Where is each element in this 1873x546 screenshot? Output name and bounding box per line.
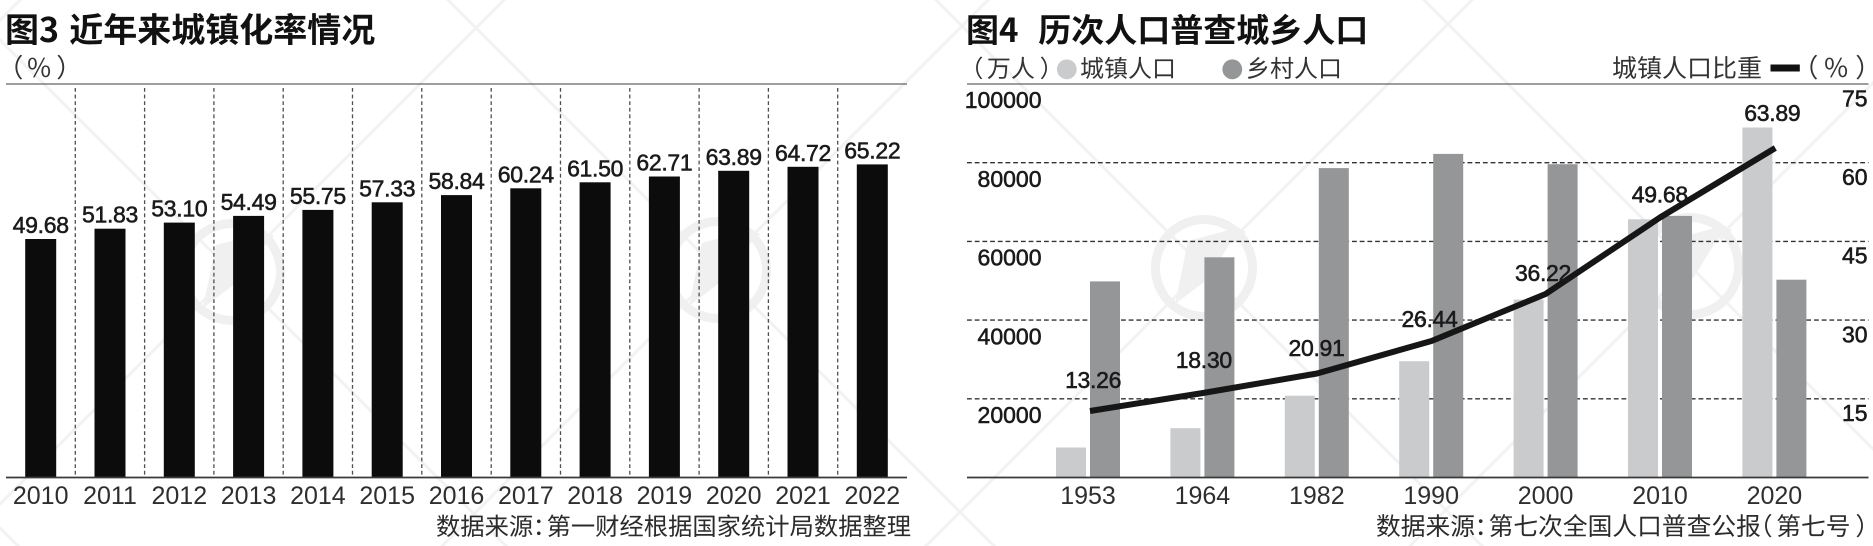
svg-text:60000: 60000	[978, 245, 1042, 271]
svg-text:45: 45	[1842, 243, 1868, 269]
svg-text:36.22: 36.22	[1515, 260, 1571, 286]
svg-text:20.91: 20.91	[1288, 335, 1344, 361]
svg-text:13.26: 13.26	[1065, 367, 1121, 393]
svg-text:1990: 1990	[1403, 482, 1459, 510]
svg-text:60: 60	[1842, 164, 1868, 190]
svg-text:54.49: 54.49	[221, 189, 277, 215]
svg-text:40000: 40000	[978, 323, 1042, 349]
svg-text:2022: 2022	[844, 482, 900, 510]
svg-text:49.68: 49.68	[1632, 182, 1688, 208]
svg-text:18.30: 18.30	[1176, 347, 1232, 373]
svg-text:2016: 2016	[429, 482, 485, 510]
svg-text:30: 30	[1842, 321, 1868, 347]
svg-text:55.75: 55.75	[290, 183, 346, 209]
svg-text:2014: 2014	[290, 482, 346, 510]
svg-text:1953: 1953	[1060, 482, 1116, 510]
svg-text:2012: 2012	[151, 482, 207, 510]
svg-text:61.50: 61.50	[567, 155, 623, 181]
svg-text:2020: 2020	[1747, 482, 1803, 510]
svg-text:2000: 2000	[1518, 482, 1574, 510]
svg-text:2019: 2019	[637, 482, 693, 510]
svg-text:1964: 1964	[1175, 482, 1231, 510]
svg-text:58.84: 58.84	[428, 168, 485, 194]
svg-text:2010: 2010	[1632, 482, 1688, 510]
svg-text:2015: 2015	[359, 482, 415, 510]
svg-text:20000: 20000	[978, 402, 1042, 428]
svg-text:2020: 2020	[706, 482, 762, 510]
svg-text:2021: 2021	[775, 482, 831, 510]
svg-text:51.83: 51.83	[82, 202, 138, 228]
svg-text:65.22: 65.22	[844, 137, 900, 163]
svg-text:26.44: 26.44	[1401, 306, 1458, 332]
svg-text:62.71: 62.71	[636, 150, 692, 176]
svg-text:2018: 2018	[567, 482, 623, 510]
svg-text:64.72: 64.72	[775, 140, 831, 166]
svg-text:2017: 2017	[498, 482, 554, 510]
svg-text:49.68: 49.68	[13, 212, 69, 238]
svg-text:2010: 2010	[13, 482, 69, 510]
svg-text:2013: 2013	[221, 482, 277, 510]
svg-text:1982: 1982	[1289, 482, 1345, 510]
svg-text:80000: 80000	[978, 166, 1042, 192]
svg-text:15: 15	[1842, 400, 1868, 426]
svg-text:63.89: 63.89	[1744, 100, 1800, 126]
svg-text:100000: 100000	[965, 87, 1042, 113]
svg-text:63.89: 63.89	[706, 144, 762, 170]
svg-text:2011: 2011	[83, 482, 137, 510]
svg-text:53.10: 53.10	[151, 196, 207, 222]
svg-text:60.24: 60.24	[498, 161, 555, 187]
svg-text:57.33: 57.33	[359, 175, 415, 201]
svg-text:75: 75	[1842, 85, 1868, 111]
